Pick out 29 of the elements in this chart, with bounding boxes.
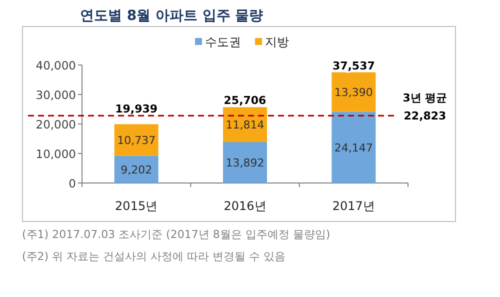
total-label: 19,939 (115, 102, 158, 116)
x-tick-label: 2016년 (224, 199, 266, 213)
x-tick-label: 2015년 (115, 199, 158, 213)
data-label: 24,147 (334, 141, 373, 154)
bar (114, 156, 158, 183)
data-label: 11,814 (226, 118, 264, 132)
x-tick-label: 2017년 (332, 199, 375, 213)
data-label: 10,737 (117, 134, 156, 148)
bar (332, 72, 376, 112)
y-tick-label: 0 (68, 176, 76, 190)
data-label: 13,390 (334, 86, 373, 100)
bar (114, 124, 158, 156)
total-label: 25,706 (224, 94, 267, 108)
ref-line-label: 3년 평균 22,823 (402, 92, 448, 123)
y-tick-label: 10,000 (36, 147, 76, 161)
legend-label: 수도권 (205, 35, 241, 49)
bar (223, 107, 267, 142)
legend-label: 지방 (265, 35, 289, 49)
data-label: 13,892 (226, 156, 264, 170)
y-tick-label: 40,000 (36, 58, 76, 72)
text: (주1) 2017.07.03 조사기준 (2017년 8월은 입주예정 물량임) (22, 228, 330, 241)
data-label: 9,202 (120, 163, 152, 176)
chart-title: 연도별 8월 아파트 입주 물량 (80, 8, 264, 24)
bar (332, 112, 376, 183)
y-tick-label: 20,000 (36, 118, 76, 132)
text: (주2) 위 자료는 건설사의 사정에 따라 변경될 수 있음 (22, 250, 286, 263)
total-label: 37,537 (332, 59, 375, 72)
y-tick-label: 30,000 (36, 88, 76, 102)
bar (223, 142, 267, 183)
